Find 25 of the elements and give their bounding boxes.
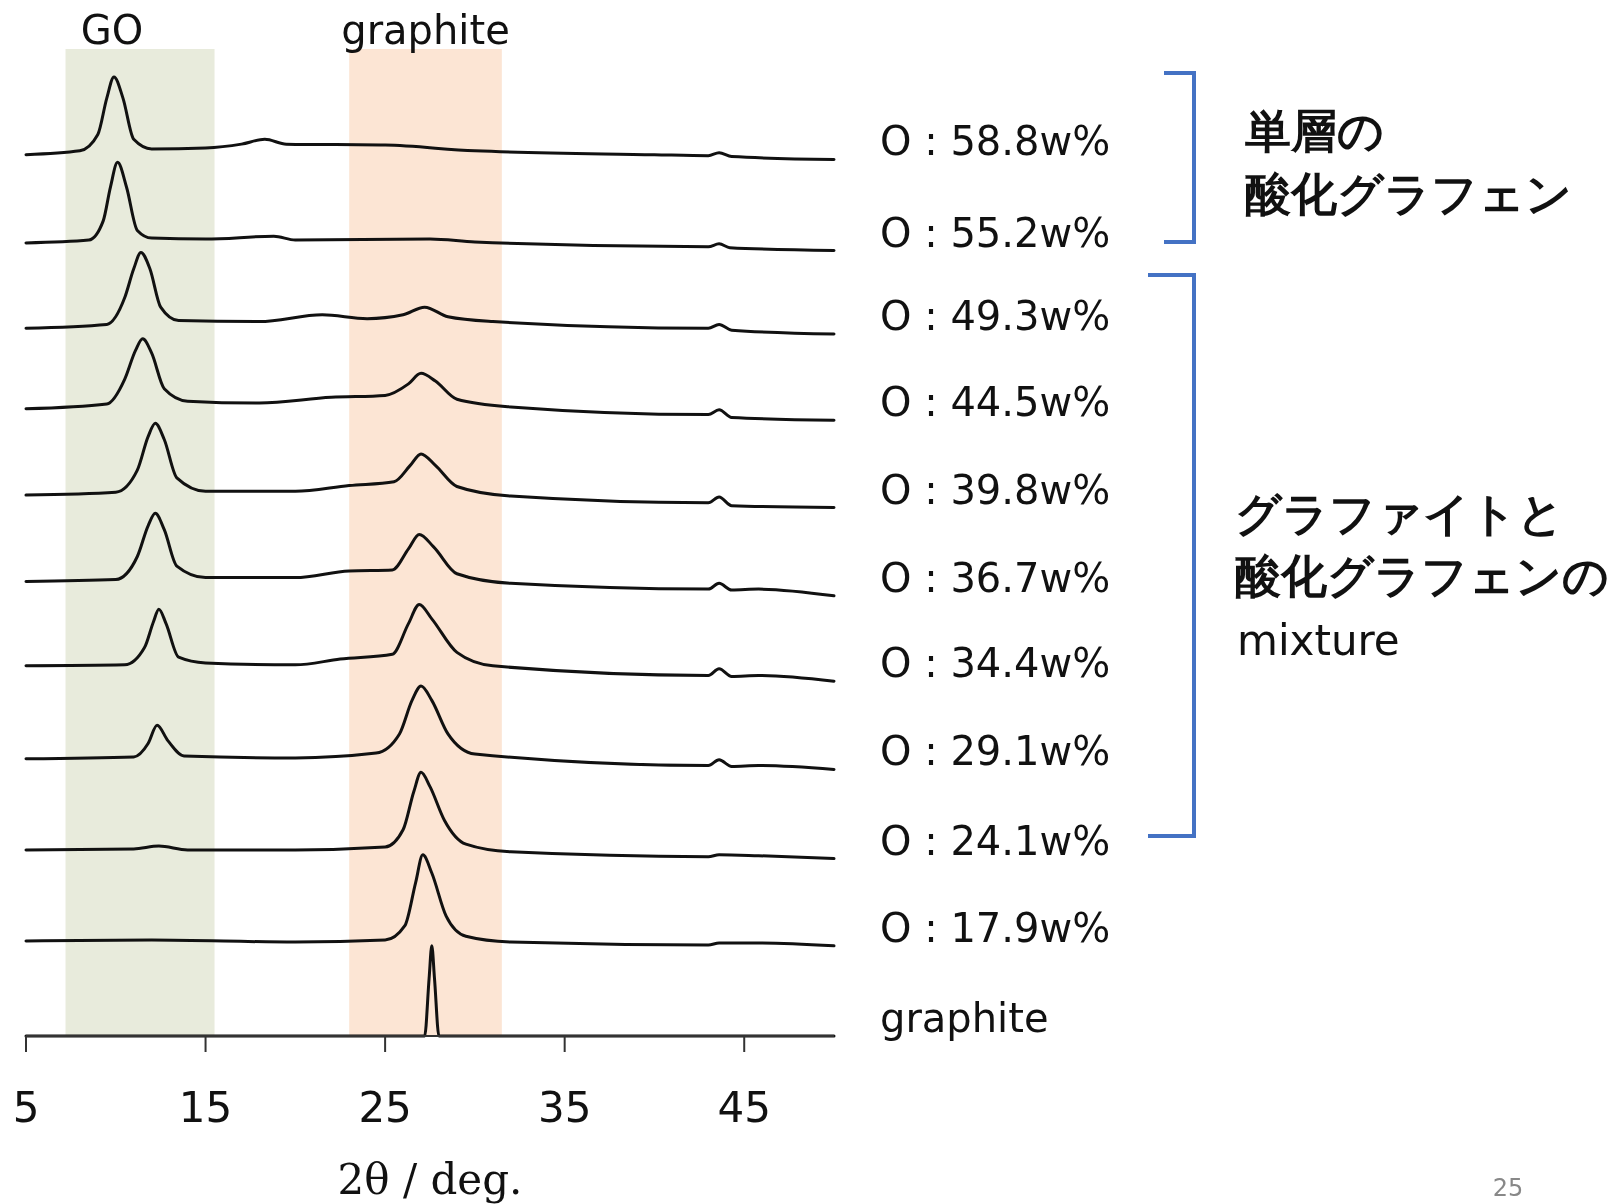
x-tick-label: 15 bbox=[178, 1083, 233, 1132]
x-tick-label: 35 bbox=[537, 1083, 592, 1132]
text: mixture bbox=[1237, 616, 1400, 665]
series-label: O : 24.1w% bbox=[880, 817, 1111, 864]
x-tick-label: 25 bbox=[358, 1083, 412, 1132]
series-label: O : 39.8w% bbox=[880, 466, 1111, 513]
series-label: O : 49.3w% bbox=[880, 293, 1111, 340]
x-tick-label: 45 bbox=[717, 1083, 771, 1132]
text: 酸化グラフェンの bbox=[1235, 549, 1609, 603]
series-label: O : 58.8w% bbox=[880, 118, 1111, 165]
text: 25 bbox=[1492, 1174, 1524, 1202]
x-tick-label: 5 bbox=[12, 1083, 40, 1132]
text: 酸化グラフェン bbox=[1245, 167, 1572, 221]
band-label: graphite bbox=[341, 7, 510, 53]
series-label: graphite bbox=[880, 995, 1049, 1041]
series-label: O : 34.4w% bbox=[880, 640, 1111, 687]
series-label: O : 29.1w% bbox=[880, 728, 1111, 775]
x-axis-title: 2θ / deg. bbox=[337, 1155, 523, 1204]
series-label: O : 44.5w% bbox=[880, 379, 1111, 426]
series-label: O : 55.2w% bbox=[880, 209, 1111, 256]
text: 単層の bbox=[1245, 104, 1384, 158]
text: グラファイトと bbox=[1235, 487, 1564, 541]
series-label: O : 36.7w% bbox=[880, 554, 1111, 601]
series-label: O : 17.9w% bbox=[880, 904, 1111, 951]
band-label: GO bbox=[80, 7, 144, 53]
